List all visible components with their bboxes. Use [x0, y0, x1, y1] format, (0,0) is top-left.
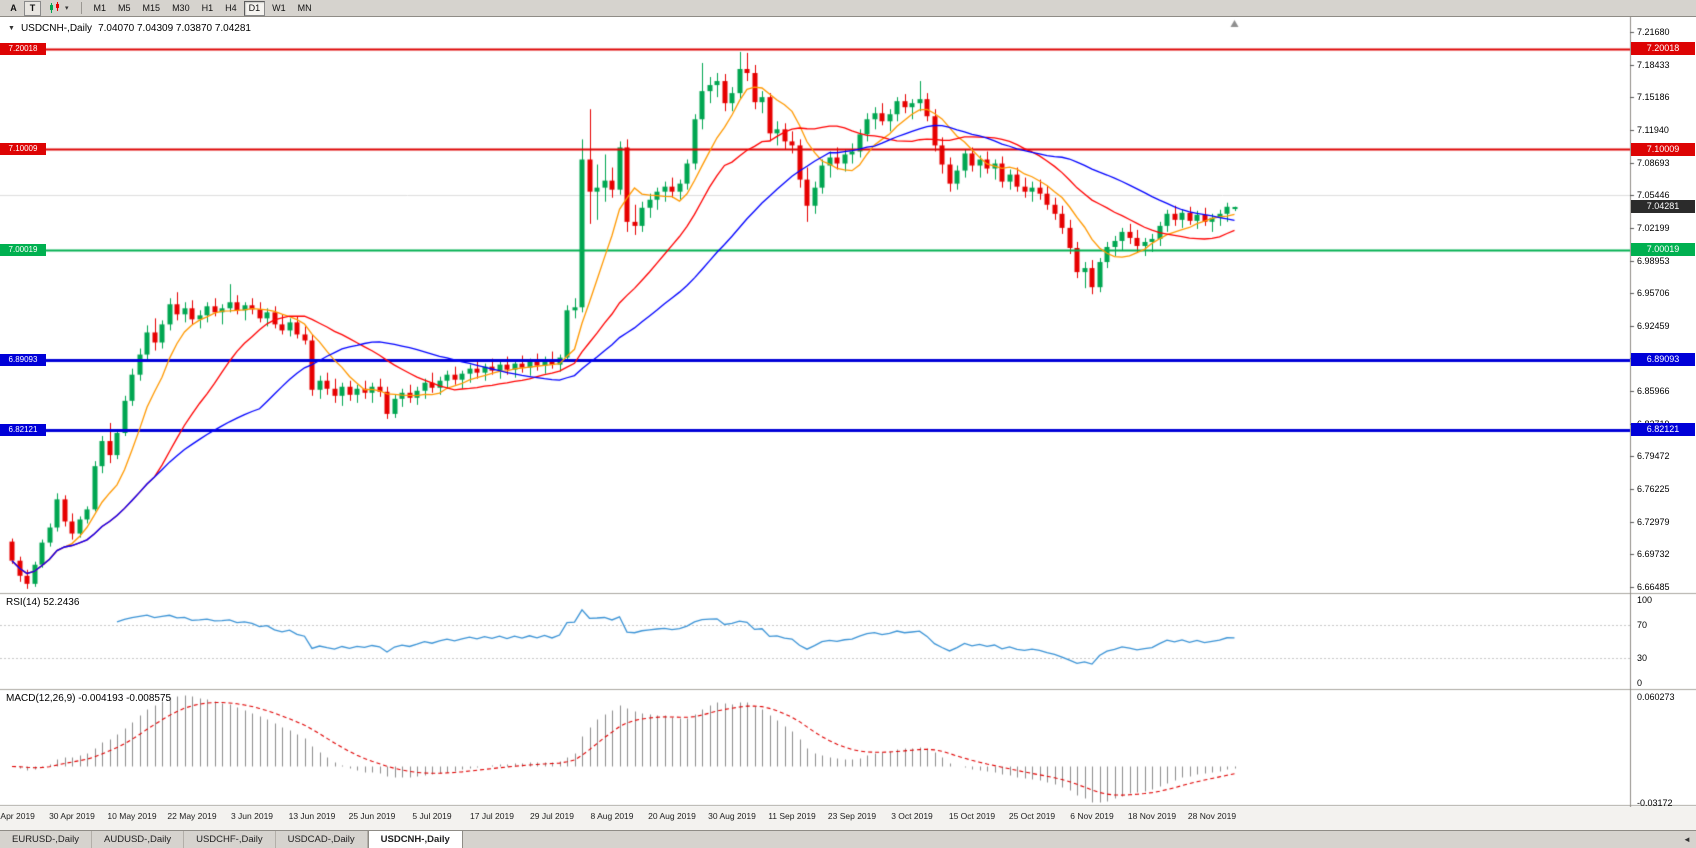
chart-tabs: EURUSD-,Daily AUDUSD-,Daily USDCHF-,Daily U… — [0, 831, 463, 848]
time-axis-label: 3 Oct 2019 — [891, 811, 933, 821]
time-axis-label: 8 Aug 2019 — [590, 811, 634, 821]
symbol-period-label: USDCNH-,Daily — [20, 23, 93, 34]
time-axis-label: 6 Nov 2019 — [1070, 811, 1114, 821]
tab-usdcad[interactable]: USDCAD-,Daily — [276, 831, 368, 848]
time-axis-label: 29 Jul 2019 — [530, 811, 574, 821]
timeframe-buttons: M1 M5 M15 M30 H1 H4 D1 W1 MN — [88, 0, 318, 16]
dropdown-arrow-icon: ▾ — [65, 5, 69, 12]
ohlc-values: 7.04070 7.04309 7.03870 7.04281 — [98, 23, 251, 34]
time-axis-label: 25 Oct 2019 — [1008, 811, 1056, 821]
timeframe-button-m5[interactable]: M5 — [118, 3, 131, 13]
time-axis-label: 17 Apr 2019 — [0, 811, 35, 821]
text-tool-button[interactable]: T — [24, 0, 41, 16]
time-axis-label: 25 Jun 2019 — [348, 811, 396, 821]
timeframe-button-m30[interactable]: M30 — [172, 3, 190, 13]
timeframe-button-d1[interactable]: D1 — [243, 0, 266, 16]
chart-window: ▼ USDCNH-,Daily 7.04070 7.04309 7.03870 … — [0, 17, 1696, 808]
time-axis-label: 15 Oct 2019 — [948, 811, 996, 821]
candlestick-chart-icon — [50, 2, 59, 13]
time-axis-label: 13 Jun 2019 — [288, 811, 336, 821]
chart-type-dropdown-button[interactable]: ▾ — [43, 1, 74, 16]
expand-arrow-icon: ▼ — [8, 25, 15, 32]
time-axis-label: 23 Sep 2019 — [827, 811, 877, 821]
time-axis-label: 17 Jul 2019 — [470, 811, 514, 821]
time-axis-label: 18 Nov 2019 — [1127, 811, 1177, 821]
time-axis-label: 22 May 2019 — [167, 811, 217, 821]
timeframe-button-w1[interactable]: W1 — [272, 3, 286, 13]
tab-usdchf[interactable]: USDCHF-,Daily — [184, 831, 276, 848]
chart-tabs-bar: EURUSD-,Daily AUDUSD-,Daily USDCHF-,Daily U… — [0, 830, 1696, 848]
rsi-indicator-label: RSI(14) 52.2436 — [6, 597, 80, 608]
time-axis-label: 11 Sep 2019 — [768, 811, 816, 821]
chart-title: ▼ USDCNH-,Daily 7.04070 7.04309 7.03870 … — [8, 23, 251, 34]
tab-usdcnh[interactable]: USDCNH-,Daily — [367, 831, 463, 848]
tab-eurusd[interactable]: EURUSD-,Daily — [0, 831, 93, 848]
time-axis-label: 10 May 2019 — [107, 811, 157, 821]
chart-canvas[interactable] — [0, 17, 1696, 807]
macd-indicator-label: MACD(12,26,9) -0.004193 -0.008575 — [6, 693, 172, 704]
price-axis[interactable] — [1630, 17, 1696, 807]
time-axis-label: 20 Aug 2019 — [648, 811, 696, 821]
tab-audusd[interactable]: AUDUSD-,Daily — [92, 831, 185, 848]
time-axis-label: 3 Jun 2019 — [230, 811, 274, 821]
time-axis-label: 30 Aug 2019 — [708, 811, 756, 821]
time-axis-label: 28 Nov 2019 — [1187, 811, 1237, 821]
timeframe-button-h1[interactable]: H1 — [201, 3, 214, 13]
time-axis[interactable]: 17 Apr 2019 30 Apr 2019 10 May 2019 22 May … — [0, 807, 1696, 830]
timeframe-button-h4[interactable]: H4 — [225, 3, 237, 13]
toolbar-separator — [80, 2, 82, 14]
timeframe-button-mn[interactable]: MN — [297, 3, 312, 13]
timeframe-button-m15[interactable]: M15 — [142, 3, 161, 13]
tab-scroll-left-button[interactable]: ◄ — [1683, 835, 1691, 844]
cursor-tool-button[interactable]: A — [10, 3, 17, 13]
time-axis-label: 30 Apr 2019 — [49, 811, 95, 821]
time-axis-label: 5 Jul 2019 — [412, 811, 452, 821]
timeframe-button-m1[interactable]: M1 — [93, 3, 107, 13]
top-toolbar: A T ▾ M1 M5 M15 M30 H1 H4 D1 W1 MN — [0, 0, 1696, 17]
